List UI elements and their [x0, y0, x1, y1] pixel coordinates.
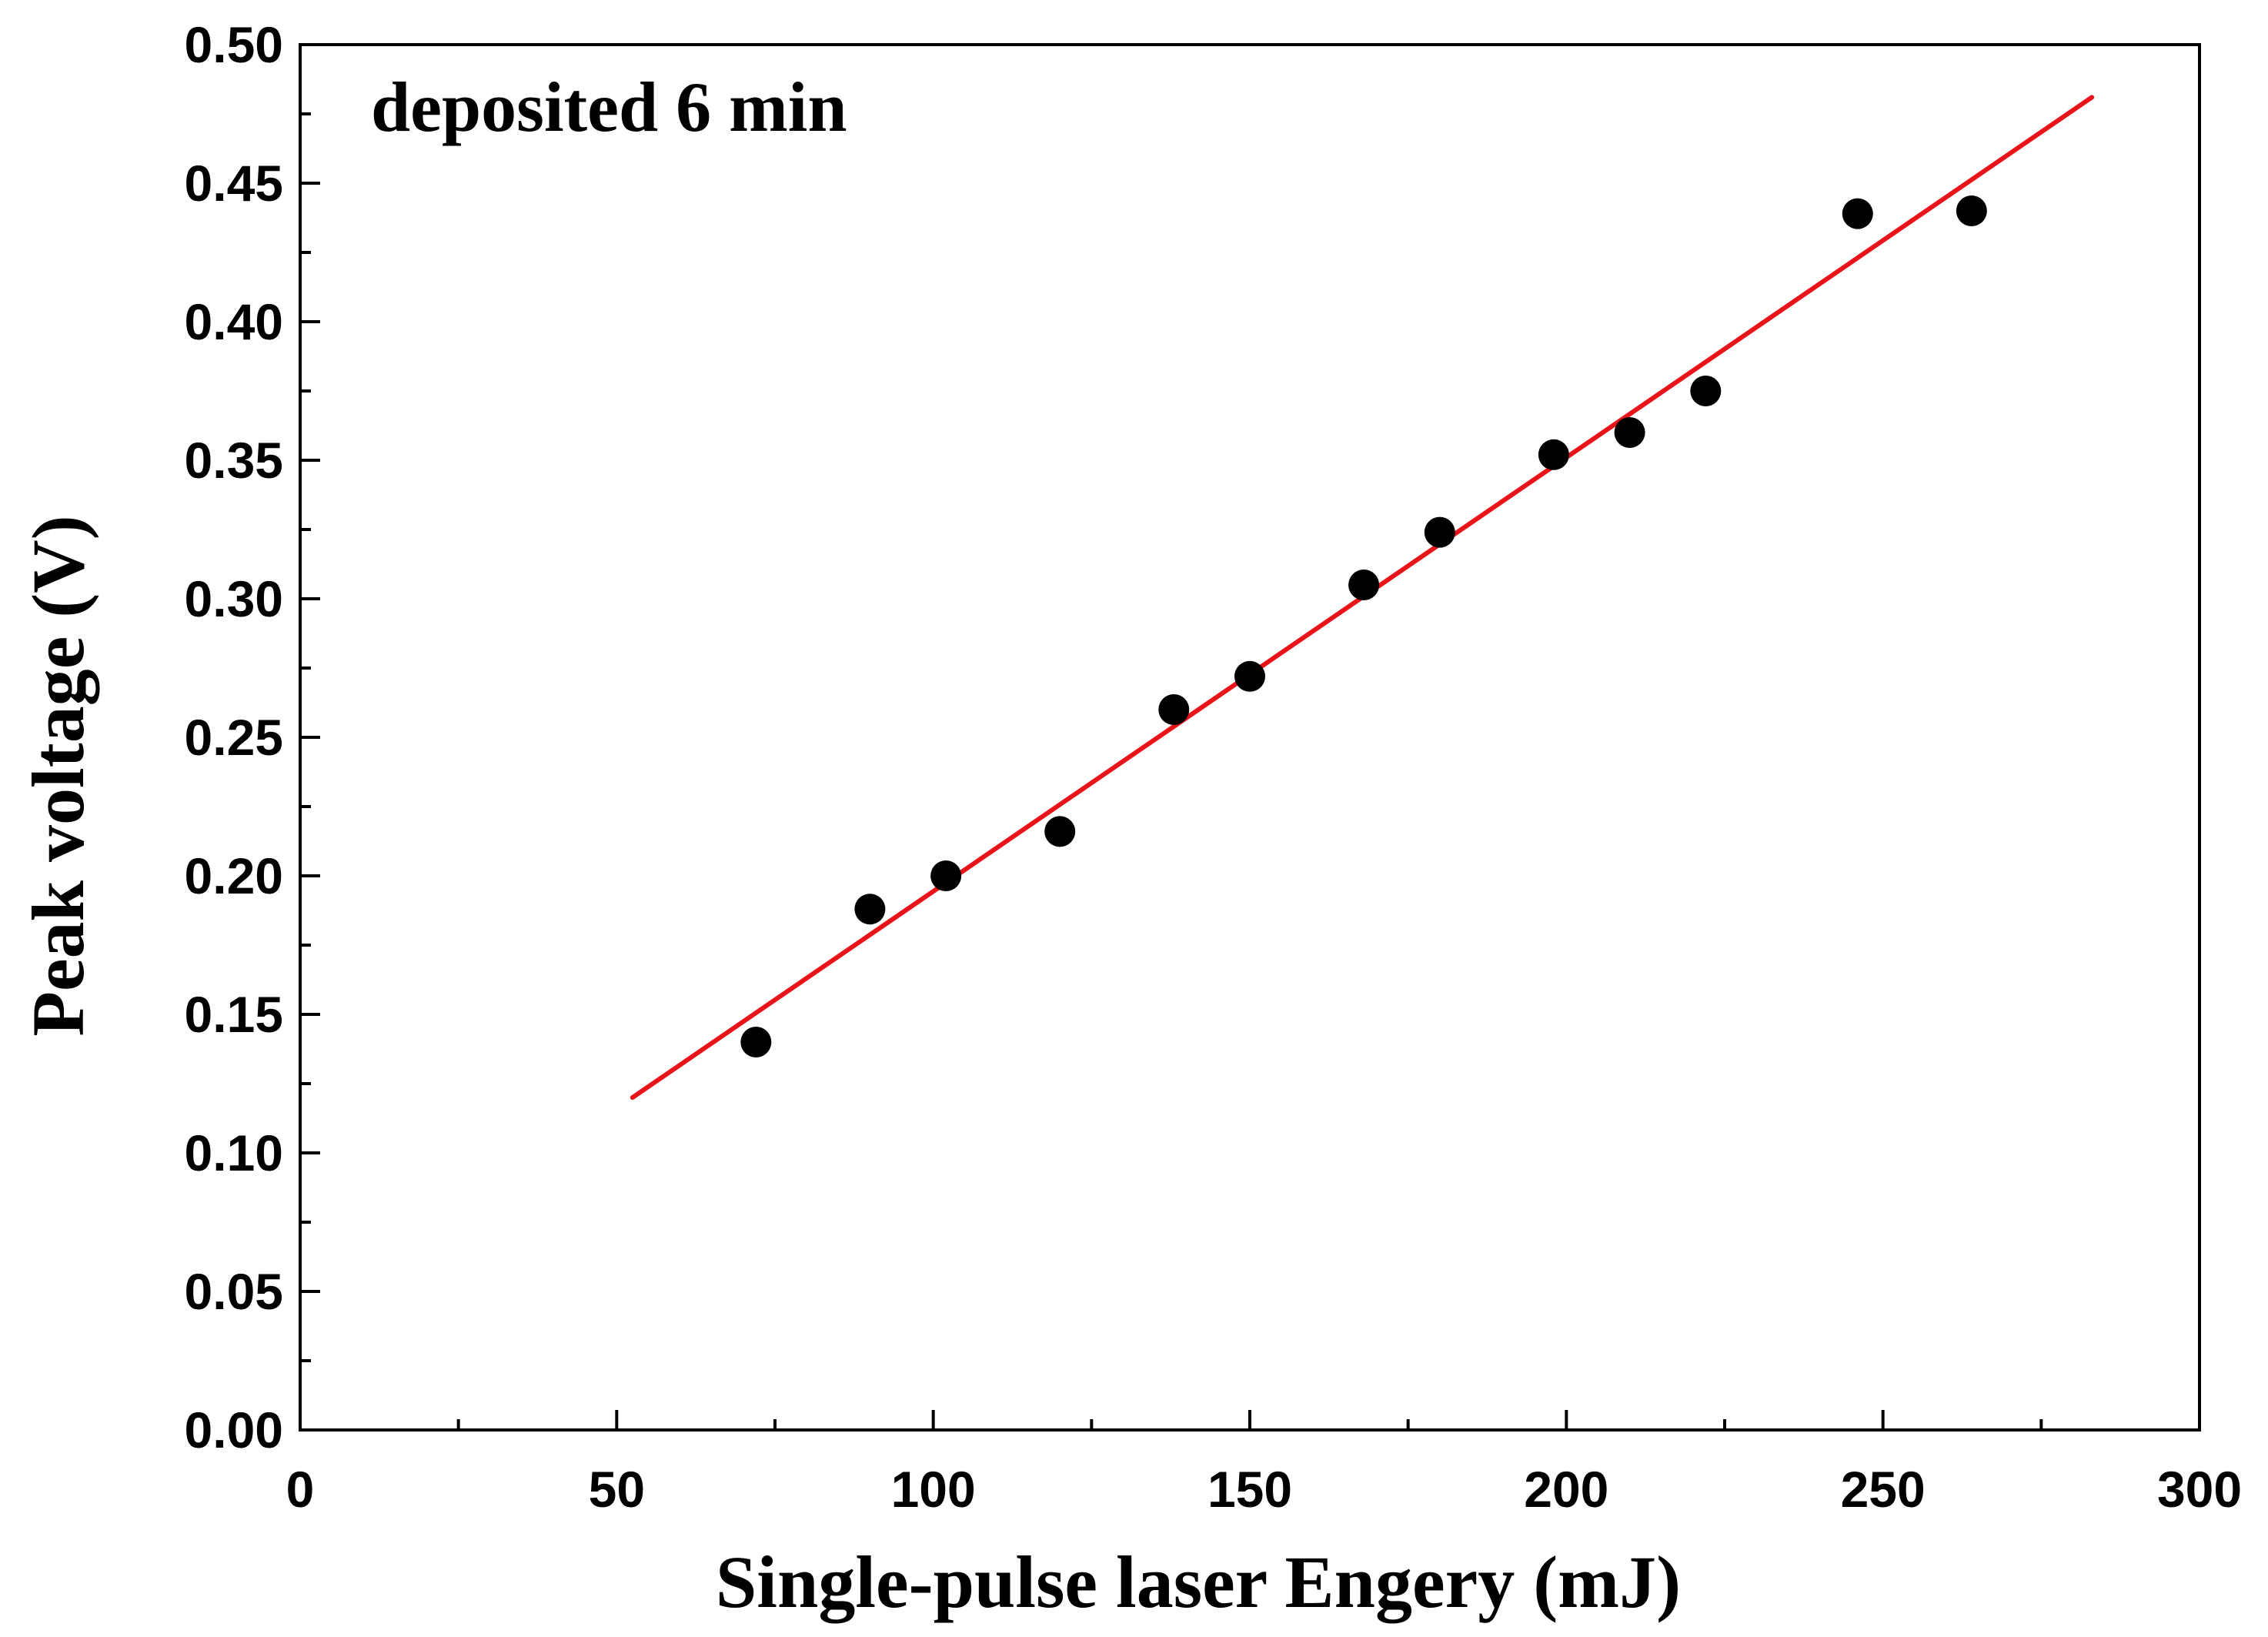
data-point: [740, 1027, 772, 1057]
y-tick-label: 0.30: [185, 570, 283, 627]
y-tick-label: 0.35: [185, 432, 283, 489]
y-tick-label: 0.50: [185, 16, 283, 73]
annotation-label: deposited 6 min: [371, 68, 847, 146]
x-tick-label: 250: [1841, 1461, 1926, 1518]
x-tick-label: 50: [589, 1461, 645, 1518]
plot-area: [299, 43, 2201, 1432]
data-point: [1690, 376, 1722, 406]
x-axis: 0 50 100 150 200 250 300: [286, 1410, 2242, 1518]
y-tick-label: 0.05: [185, 1263, 283, 1320]
y-axis: 0.00 0.05 0.10 0.15 0.20 0.25 0.30 0.35 0.40 0.45…: [185, 16, 320, 1458]
y-tick-label: 0.15: [185, 986, 283, 1043]
x-tick-label: 100: [891, 1461, 976, 1518]
y-tick-label: 0.40: [185, 293, 283, 350]
x-tick-label: 150: [1207, 1461, 1292, 1518]
data-point: [1234, 660, 1265, 692]
y-tick-label: 0.25: [185, 709, 283, 766]
data-point: [854, 894, 886, 925]
x-tick-label: 300: [2157, 1461, 2242, 1518]
data-point: [1158, 694, 1190, 725]
x-tick-label: 200: [1524, 1461, 1608, 1518]
y-axis-title: Peak voltage (V): [17, 515, 99, 1036]
y-tick-label: 0.10: [185, 1124, 283, 1181]
y-tick-label: 0.00: [185, 1401, 283, 1458]
x-axis-title: Single-pulse laser Engery (mJ): [716, 1541, 1681, 1623]
y-tick-label: 0.45: [185, 155, 283, 212]
scatter-points-layer: [740, 195, 1987, 1057]
data-point: [1424, 516, 1455, 548]
data-point: [1614, 417, 1645, 448]
data-point: [1348, 570, 1380, 600]
plot-border: [299, 43, 2201, 1432]
y-tick-label: 0.20: [185, 847, 283, 904]
data-point: [1538, 439, 1569, 470]
data-point: [1842, 198, 1873, 229]
data-point: [1044, 816, 1076, 847]
data-point: [930, 860, 962, 891]
x-tick-label: 0: [286, 1461, 315, 1518]
data-point: [1956, 195, 1987, 226]
